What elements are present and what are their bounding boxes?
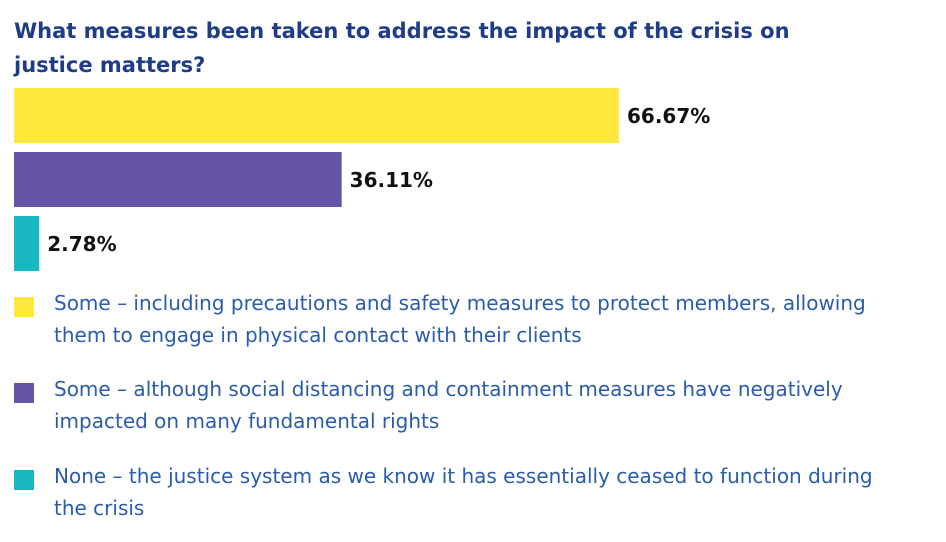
legend-swatch xyxy=(14,470,34,490)
bar xyxy=(14,216,40,271)
legend-swatch xyxy=(14,297,34,317)
chart-title: What measures been taken to address the … xyxy=(14,19,790,77)
legend-label: None – the justice system as we know it … xyxy=(54,464,873,520)
legend-swatch xyxy=(14,383,34,403)
bar xyxy=(14,152,342,207)
legend-label: Some – although social distancing and co… xyxy=(54,377,843,433)
value-label: 2.78% xyxy=(47,232,116,256)
chart: 66.67% 36.11% 2.78% xyxy=(14,88,710,271)
bar xyxy=(14,88,619,143)
legend-label: Some – including precautions and safety … xyxy=(54,291,866,347)
value-label: 66.67% xyxy=(627,104,710,128)
value-label: 36.11% xyxy=(350,168,433,192)
